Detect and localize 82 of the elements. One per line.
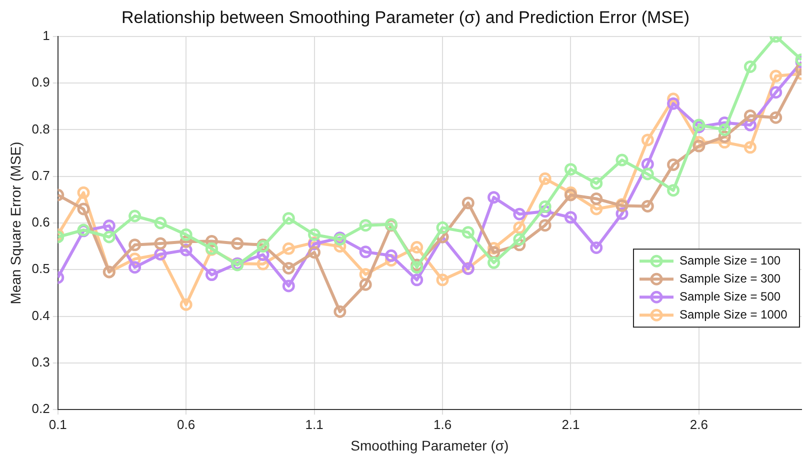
y-tick-label: 0.2 <box>32 401 50 416</box>
point <box>359 278 372 291</box>
point <box>641 200 654 212</box>
y-axis-title: Mean Square Error (MSE) <box>7 142 24 304</box>
y-tick-label: 0.4 <box>32 308 50 323</box>
point <box>154 216 167 230</box>
point <box>590 177 603 190</box>
y-tick-label: 0.8 <box>32 121 50 136</box>
x-tick-label: 0.1 <box>48 416 67 432</box>
point <box>667 97 680 110</box>
point <box>359 246 372 258</box>
point <box>770 86 782 99</box>
point <box>231 237 244 250</box>
point <box>564 163 577 176</box>
point <box>770 70 782 82</box>
point <box>205 268 218 282</box>
point <box>282 262 295 274</box>
point <box>102 220 116 232</box>
point <box>282 280 295 292</box>
point <box>692 140 706 152</box>
y-tick-label: 0.5 <box>32 261 50 276</box>
point <box>308 246 321 259</box>
x-tick-label: 2.6 <box>690 416 708 432</box>
point <box>667 184 680 197</box>
point <box>744 60 756 73</box>
point <box>282 212 295 225</box>
chart-title: Relationship between Smoothing Parameter (σ) and Prediction Error (MSE) <box>122 8 690 27</box>
legend-label: Sample Size = 100 <box>680 253 781 268</box>
point <box>616 154 628 166</box>
point <box>436 221 449 234</box>
y-tick-label: 1 <box>42 28 50 43</box>
point <box>128 238 142 252</box>
point <box>513 233 526 246</box>
point <box>590 241 603 254</box>
point <box>359 219 372 232</box>
point <box>334 305 346 318</box>
x-tick-label: 0.6 <box>177 416 196 432</box>
point <box>436 274 449 286</box>
point <box>180 298 192 311</box>
point <box>538 200 552 213</box>
y-tick-label: 0.7 <box>32 168 50 183</box>
point <box>102 230 116 244</box>
point <box>488 191 500 204</box>
y-tick-label: 0.9 <box>32 74 50 90</box>
point <box>282 242 295 255</box>
x-axis-title: Smoothing Parameter (σ) <box>350 437 509 454</box>
point <box>744 109 756 122</box>
point <box>410 241 424 254</box>
point <box>488 256 500 269</box>
point <box>180 228 192 241</box>
point <box>77 202 90 216</box>
x-tick-label: 2.1 <box>562 416 580 432</box>
point <box>513 221 526 234</box>
point <box>538 172 552 185</box>
x-tick-label: 1.6 <box>433 416 452 432</box>
point <box>641 168 654 180</box>
point <box>564 188 577 202</box>
point <box>538 219 552 232</box>
point <box>77 186 90 199</box>
point <box>384 249 398 262</box>
legend-label: Sample Size = 300 <box>680 271 781 286</box>
point <box>718 123 731 136</box>
y-tick-label: 0.6 <box>32 214 50 230</box>
legend-label: Sample Size = 1000 <box>680 307 788 322</box>
point <box>308 228 321 241</box>
point <box>513 208 526 220</box>
x-tick-label: 1.1 <box>305 416 324 432</box>
point <box>154 237 167 250</box>
point <box>590 192 603 205</box>
point <box>641 134 654 146</box>
point <box>462 196 474 210</box>
point <box>410 261 424 274</box>
point <box>770 111 782 124</box>
point <box>128 261 142 274</box>
point <box>667 158 680 171</box>
point <box>410 274 424 286</box>
point <box>462 226 474 239</box>
legend-label: Sample Size = 500 <box>680 289 781 304</box>
point <box>564 211 577 224</box>
y-tick-label: 0.3 <box>32 354 50 370</box>
point <box>128 210 142 222</box>
point <box>744 141 756 154</box>
